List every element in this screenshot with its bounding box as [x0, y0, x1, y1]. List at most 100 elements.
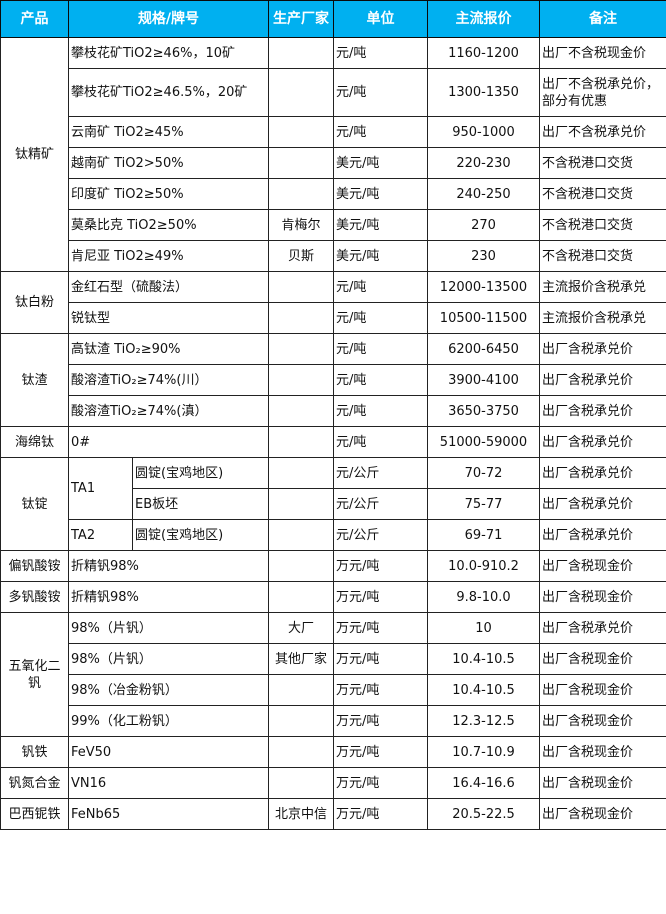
- maker-cell: [268, 767, 334, 799]
- unit-cell: 万元/吨: [333, 798, 428, 830]
- product-cell: 多钒酸铵: [0, 581, 69, 613]
- table-row: 攀枝花矿TiO2≥46.5%，20矿 元/吨 1300-1350 出厂不含税承兑价，部…: [1, 68, 666, 117]
- maker-cell: [268, 550, 334, 582]
- unit-cell: 元/吨: [333, 426, 428, 458]
- product-cell: 海绵钛: [0, 426, 69, 458]
- table-row: 海绵钛 0# 元/吨 51000-59000 出厂含税承兑价: [0, 426, 666, 458]
- spec-cell: 金红石型（硫酸法）: [68, 271, 269, 303]
- price-cell: 270: [427, 209, 540, 241]
- note-cell: 出厂含税现金价: [539, 705, 666, 737]
- maker-cell: [268, 68, 334, 117]
- spec-cell: 肯尼亚 TiO2≥49%: [68, 240, 269, 272]
- spec-cell: 越南矿 TiO2>50%: [68, 147, 269, 179]
- unit-cell: 美元/吨: [333, 209, 428, 241]
- spec-cell: 酸溶渣TiO₂≥74%(滇）: [68, 395, 269, 427]
- maker-cell: [268, 271, 334, 303]
- maker-cell: [268, 581, 334, 613]
- price-cell: 240-250: [427, 178, 540, 210]
- spec-cell: 圆锭(宝鸡地区): [132, 519, 269, 551]
- unit-cell: 万元/吨: [333, 705, 428, 737]
- table-row: 酸溶渣TiO₂≥74%(川） 元/吨 3900-4100 出厂含税承兑价: [1, 364, 666, 396]
- header-row: 产品 规格/牌号 生产厂家 单位 主流报价 备注: [0, 0, 666, 38]
- note-cell: 出厂含税现金价: [539, 798, 666, 830]
- product-cell: 钛渣: [0, 333, 69, 427]
- maker-cell: 北京中信: [268, 798, 334, 830]
- unit-cell: 元/吨: [333, 395, 428, 427]
- table-row: 钛渣 高钛渣 TiO₂≥90% 元/吨 6200-6450 出厂含税承兑价: [0, 333, 666, 427]
- note-cell: 出厂含税现金价: [539, 674, 666, 706]
- note-cell: 出厂不含税现金价: [539, 37, 666, 69]
- price-cell: 230: [427, 240, 540, 272]
- note-cell: 出厂含税现金价: [539, 643, 666, 675]
- header-maker: 生产厂家: [268, 0, 334, 38]
- maker-cell: [268, 178, 334, 210]
- product-cell: 钒氮合金: [0, 767, 69, 799]
- grade-cell: TA1: [68, 457, 133, 520]
- price-cell: 10: [427, 612, 540, 644]
- price-cell: 10.0-910.2: [427, 550, 540, 582]
- price-cell: 10.7-10.9: [427, 736, 540, 768]
- price-cell: 10500-11500: [427, 302, 540, 334]
- spec-cell: 高钛渣 TiO₂≥90%: [68, 333, 269, 365]
- unit-cell: 万元/吨: [333, 612, 428, 644]
- maker-cell: [268, 519, 334, 551]
- spec-cell: FeNb65: [68, 798, 269, 830]
- price-cell: 51000-59000: [427, 426, 540, 458]
- note-cell: 不含税港口交货: [539, 209, 666, 241]
- unit-cell: 美元/吨: [333, 147, 428, 179]
- header-price: 主流报价: [427, 0, 540, 38]
- unit-cell: 元/吨: [333, 37, 428, 69]
- note-cell: 出厂含税现金价: [539, 736, 666, 768]
- price-cell: 16.4-16.6: [427, 767, 540, 799]
- spec-cell: 0#: [68, 426, 269, 458]
- table-row: 钒铁 FeV50 万元/吨 10.7-10.9 出厂含税现金价: [0, 736, 666, 768]
- maker-cell: 贝斯: [268, 240, 334, 272]
- unit-cell: 万元/吨: [333, 767, 428, 799]
- unit-cell: 元/吨: [333, 271, 428, 303]
- unit-cell: 万元/吨: [333, 643, 428, 675]
- product-cell: 五氧化二钒: [0, 612, 69, 737]
- note-cell: 出厂含税现金价: [539, 767, 666, 799]
- note-cell: 出厂含税承兑价: [539, 364, 666, 396]
- maker-cell: [268, 426, 334, 458]
- spec-cell: 98%（片钒）: [68, 612, 269, 644]
- table-row: 五氧化二钒 98%（片钒） 大厂 万元/吨 10 出厂含税承兑价: [0, 612, 666, 737]
- maker-cell: 其他厂家: [268, 643, 334, 675]
- spec-cell: VN16: [68, 767, 269, 799]
- price-cell: 10.4-10.5: [427, 643, 540, 675]
- unit-cell: 元/吨: [333, 302, 428, 334]
- unit-cell: 元/吨: [333, 116, 428, 148]
- note-cell: 出厂含税承兑价: [539, 395, 666, 427]
- spec-cell: 折精钒98%: [68, 581, 269, 613]
- note-cell: 出厂含税承兑价: [539, 333, 666, 365]
- price-cell: 1160-1200: [427, 37, 540, 69]
- spec-cell: 锐钛型: [68, 302, 269, 334]
- table-row: 多钒酸铵 折精钒98% 万元/吨 9.8-10.0 出厂含税现金价: [0, 581, 666, 613]
- unit-cell: 元/公斤: [333, 488, 428, 520]
- table-row: 99%（化工粉钒） 万元/吨 12.3-12.5 出厂含税现金价: [1, 705, 666, 737]
- table-row: 98%（冶金粉钒） 万元/吨 10.4-10.5 出厂含税现金价: [1, 674, 666, 706]
- maker-cell: [268, 37, 334, 69]
- unit-cell: 元/公斤: [333, 519, 428, 551]
- spec-cell: 云南矿 TiO2≥45%: [68, 116, 269, 148]
- header-note: 备注: [539, 0, 666, 38]
- header-product: 产品: [0, 0, 69, 38]
- price-cell: 9.8-10.0: [427, 581, 540, 613]
- product-cell: 钛白粉: [0, 271, 69, 334]
- price-cell: 1300-1350: [427, 68, 540, 117]
- product-cell: 钒铁: [0, 736, 69, 768]
- note-cell: 出厂含税承兑价: [539, 519, 666, 551]
- maker-cell: [268, 364, 334, 396]
- note-cell: 主流报价含税承兑: [539, 271, 666, 303]
- price-cell: 3650-3750: [427, 395, 540, 427]
- product-cell: 巴西铌铁: [0, 798, 69, 830]
- maker-cell: [268, 674, 334, 706]
- price-cell: 950-1000: [427, 116, 540, 148]
- unit-cell: 万元/吨: [333, 736, 428, 768]
- note-cell: 出厂含税现金价: [539, 581, 666, 613]
- spec-cell: 攀枝花矿TiO2≥46%，10矿: [68, 37, 269, 69]
- maker-cell: [268, 147, 334, 179]
- unit-cell: 美元/吨: [333, 178, 428, 210]
- table-row: TA2 圆锭(宝鸡地区) 元/公斤 69-71 出厂含税承兑价: [1, 519, 666, 551]
- price-cell: 3900-4100: [427, 364, 540, 396]
